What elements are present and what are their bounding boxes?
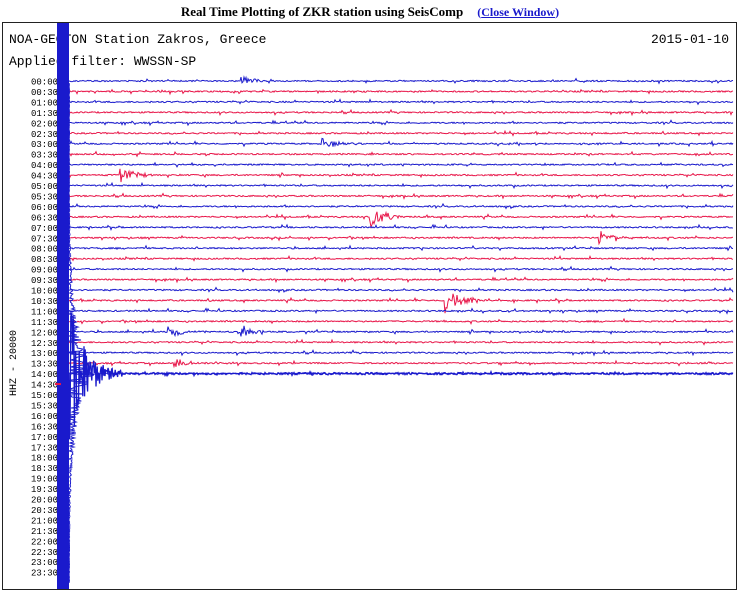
station-title: NOA-GEOTON Station Zakros, Greece [9, 32, 266, 47]
channel-label: HHZ - 20000 [9, 330, 20, 396]
row-time-label: 10:00 [31, 287, 58, 297]
seismic-trace-row [58, 286, 734, 294]
saturated-quake-band [57, 23, 69, 589]
row-time-label: 04:00 [31, 161, 58, 171]
row-time-label: 22:30 [31, 548, 58, 558]
seismic-trace-row [58, 168, 734, 183]
close-window-label[interactable]: Close Window [481, 5, 556, 19]
row-time-label: 23:00 [31, 558, 58, 568]
seismic-trace-row [58, 119, 734, 127]
row-time-label: 08:00 [31, 245, 58, 255]
row-time-label: 15:00 [31, 391, 58, 401]
seismic-trace-row [58, 223, 734, 231]
row-time-label: 20:30 [31, 506, 58, 516]
quake-coda-trace [68, 312, 734, 440]
row-time-label: 09:00 [31, 266, 58, 276]
row-time-label: 13:00 [31, 349, 58, 359]
row-time-label: 17:00 [31, 433, 58, 443]
row-time-label: 12:00 [31, 328, 58, 338]
row-time-label: 00:30 [31, 88, 58, 98]
row-time-label: 02:30 [31, 130, 58, 140]
row-time-label: 04:30 [31, 172, 58, 182]
seismic-trace-row [58, 265, 734, 273]
close-open-paren: ( [477, 5, 482, 19]
seismic-trace-row [58, 349, 734, 357]
seismic-trace-row [58, 307, 734, 315]
row-time-label: 03:00 [31, 140, 58, 150]
row-time-label: 15:30 [31, 401, 58, 411]
row-time-label: 02:00 [31, 119, 58, 129]
row-time-label: 16:00 [31, 412, 58, 422]
seismic-trace-row [58, 317, 734, 325]
seismic-trace-row [58, 293, 734, 314]
row-time-label: 12:30 [31, 339, 58, 349]
seismic-trace-row [58, 88, 734, 96]
row-time-label: 13:30 [31, 360, 58, 370]
seismic-trace-row [58, 276, 734, 284]
seismic-trace-row [58, 202, 734, 210]
row-time-label: 19:00 [31, 475, 58, 485]
page-title: Real Time Plotting of ZKR station using … [180, 4, 464, 19]
row-time-label: 07:00 [31, 224, 58, 234]
quake-envelope [67, 83, 95, 583]
seismic-trace-row [58, 254, 734, 262]
seismic-trace-row [58, 108, 734, 117]
row-time-label: 20:00 [31, 496, 58, 506]
row-time-label: 18:00 [31, 454, 58, 464]
seismic-trace-row [58, 137, 734, 148]
row-time-label: 21:00 [31, 516, 58, 526]
helicorder-plot: NOA-GEOTON Station Zakros, Greece 2015-0… [2, 22, 737, 590]
close-close-paren: ) [555, 5, 560, 19]
row-time-label: 14:30 [31, 381, 58, 391]
row-time-label: 22:00 [31, 537, 58, 547]
row-time-label: 23:30 [31, 569, 58, 579]
seismic-trace-row [58, 210, 734, 229]
seismic-trace-row [58, 181, 734, 190]
row-time-label: 18:30 [31, 464, 58, 474]
seismic-trace-row [58, 231, 734, 246]
row-time-label: 06:30 [31, 213, 58, 223]
seismic-trace-row [58, 150, 734, 158]
seismic-trace-row [58, 325, 734, 338]
close-window-link[interactable]: (Close Window) [477, 5, 559, 19]
row-time-label: 03:30 [31, 151, 58, 161]
row-time-label: 11:30 [31, 318, 58, 328]
row-time-label: 21:30 [31, 527, 58, 537]
seismic-trace-row [58, 244, 734, 252]
row-time-label: 10:30 [31, 297, 58, 307]
helicorder-chart: NOA-GEOTON Station Zakros, Greece 2015-0… [9, 23, 734, 589]
row-time-label: 00:00 [31, 78, 58, 88]
row-time-label: 14:00 [31, 370, 58, 380]
seismic-trace-row [58, 129, 734, 137]
row-time-label: 17:30 [31, 443, 58, 453]
row-time-label: 11:00 [31, 307, 58, 317]
row-time-label: 09:30 [31, 276, 58, 286]
seismic-trace-row [58, 192, 734, 200]
row-time-label: 19:30 [31, 485, 58, 495]
row-time-label: 07:30 [31, 234, 58, 244]
row-time-label: 05:30 [31, 192, 58, 202]
row-time-label: 01:30 [31, 109, 58, 119]
seismic-trace-row [58, 75, 734, 85]
seismic-trace-row [58, 359, 734, 369]
row-time-label: 01:00 [31, 98, 58, 108]
filter-label: Applied filter: WWSSN-SP [9, 54, 196, 69]
row-time-label: 16:30 [31, 422, 58, 432]
page-header: Real Time Plotting of ZKR station using … [0, 0, 740, 22]
row-time-label: 08:30 [31, 255, 58, 265]
row-time-label: 05:00 [31, 182, 58, 192]
seismic-trace-row [58, 98, 734, 106]
seismic-trace-row [58, 338, 734, 346]
seismic-trace-row [58, 161, 734, 168]
plot-date: 2015-01-10 [651, 32, 729, 47]
row-time-label: 06:00 [31, 203, 58, 213]
